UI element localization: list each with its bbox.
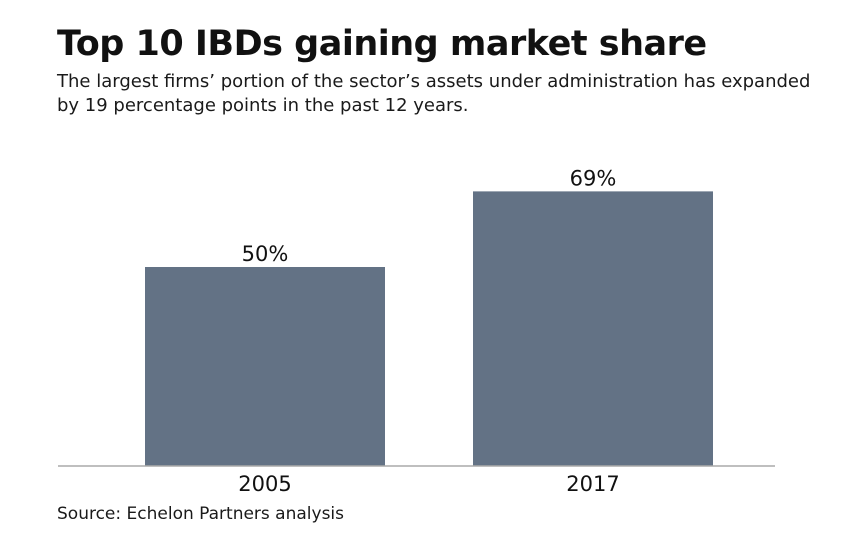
labels-group: 50% 2005 69% 2017 (238, 166, 619, 496)
x-tick-label-2017: 2017 (566, 472, 619, 496)
bars-group (145, 191, 713, 466)
data-label-2005: 50% (242, 242, 289, 266)
source-note: Source: Echelon Partners analysis (57, 504, 345, 524)
chart-subtitle: The largest firms’ portion of the sector… (57, 71, 811, 116)
bar-2017 (473, 191, 713, 466)
x-tick-label-2005: 2005 (238, 472, 291, 496)
chart-title: Top 10 IBDs gaining market share (57, 24, 707, 64)
bar-2005 (145, 267, 385, 466)
data-label-2017: 69% (570, 166, 617, 190)
